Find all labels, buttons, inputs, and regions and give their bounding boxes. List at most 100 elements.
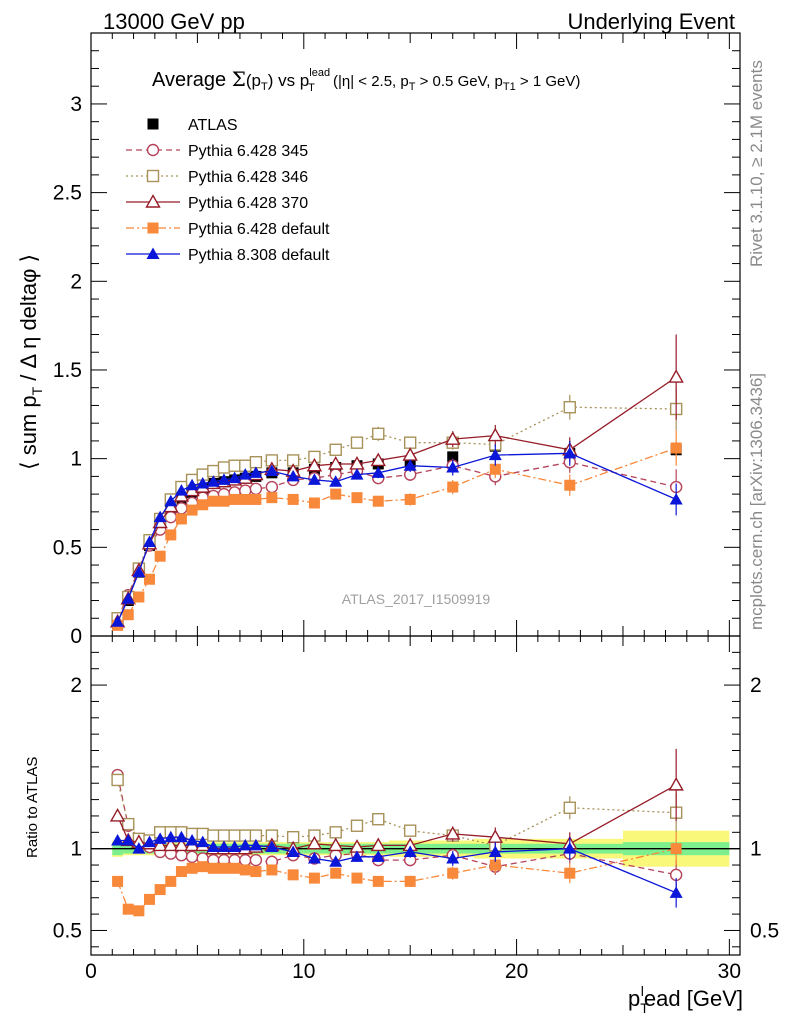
data-point bbox=[111, 833, 125, 846]
data-point bbox=[350, 850, 364, 862]
data-point bbox=[217, 840, 231, 853]
data-point bbox=[165, 875, 177, 887]
data-point bbox=[266, 492, 278, 504]
data-point bbox=[218, 495, 230, 507]
legend: ATLAS Pythia 6.428 345 Pythia 6.428 346 Pyt… bbox=[126, 117, 330, 264]
legend-label: Pythia 8.308 default bbox=[188, 247, 330, 264]
data-point bbox=[154, 550, 166, 562]
watermark: ATLAS_2017_I1509919 bbox=[342, 591, 491, 607]
data-point bbox=[670, 843, 682, 855]
series-p6def bbox=[112, 430, 682, 631]
data-point bbox=[488, 448, 502, 461]
data-point bbox=[217, 461, 231, 474]
data-point bbox=[370, 452, 386, 467]
data-point bbox=[143, 535, 157, 548]
data-point bbox=[329, 826, 342, 839]
data-point bbox=[668, 776, 684, 791]
data-point bbox=[186, 862, 198, 874]
data-point bbox=[668, 369, 684, 383]
legend-entry-ATLAS: ATLAS bbox=[147, 117, 238, 134]
data-point bbox=[175, 866, 187, 878]
y-tick-label: 1.5 bbox=[53, 359, 82, 382]
data-point bbox=[186, 504, 198, 516]
data-point bbox=[133, 591, 145, 603]
data-point bbox=[265, 480, 279, 494]
legend-label: Pythia 6.428 370 bbox=[188, 195, 308, 212]
legend-label: Pythia 6.428 default bbox=[188, 221, 330, 238]
data-point bbox=[175, 849, 188, 862]
data-point bbox=[112, 875, 124, 887]
data-point bbox=[670, 442, 682, 454]
data-point bbox=[350, 468, 364, 480]
data-point bbox=[669, 886, 683, 898]
ratio-panel-series bbox=[109, 748, 684, 917]
legend-marker bbox=[147, 118, 159, 130]
data-point bbox=[122, 609, 134, 621]
x-tick-label: 30 bbox=[718, 960, 741, 983]
x-tick-label: 20 bbox=[505, 960, 528, 983]
header-right: Underlying Event bbox=[567, 9, 735, 34]
legend-entry-p8def: Pythia 8.308 default bbox=[126, 247, 330, 264]
data-point bbox=[185, 850, 199, 864]
data-point bbox=[403, 824, 417, 837]
data-point bbox=[308, 872, 320, 884]
data-point bbox=[207, 495, 219, 507]
header-left: 13000 GeV pp bbox=[103, 9, 245, 34]
y-tick-label: 2 bbox=[70, 270, 82, 293]
data-point bbox=[238, 468, 252, 480]
data-point bbox=[122, 903, 134, 915]
data-point bbox=[250, 493, 262, 505]
data-point bbox=[446, 851, 460, 864]
y-tick-label: 0 bbox=[70, 625, 82, 648]
data-point bbox=[265, 464, 279, 477]
data-point bbox=[350, 436, 364, 449]
data-point bbox=[404, 493, 416, 505]
data-point bbox=[351, 492, 363, 504]
legend-entry-p345: Pythia 6.428 345 bbox=[126, 143, 308, 160]
data-point bbox=[239, 853, 252, 867]
data-point bbox=[144, 573, 156, 585]
data-point bbox=[238, 838, 252, 851]
legend-marker bbox=[147, 222, 159, 234]
data-point bbox=[228, 840, 242, 853]
data-point bbox=[372, 495, 384, 507]
data-point bbox=[153, 510, 167, 523]
data-point bbox=[228, 459, 241, 472]
legend-label: Pythia 6.428 346 bbox=[188, 169, 308, 186]
data-point bbox=[404, 875, 416, 887]
data-point bbox=[372, 813, 385, 826]
data-point bbox=[328, 837, 344, 852]
y-tick-label: 2.5 bbox=[53, 182, 82, 205]
data-point bbox=[132, 565, 146, 578]
series-line-p346 bbox=[117, 406, 677, 619]
x-tick-label: 0 bbox=[85, 960, 97, 983]
data-point bbox=[249, 482, 263, 495]
series-p8def bbox=[111, 830, 683, 908]
data-point bbox=[175, 513, 187, 525]
data-point bbox=[207, 829, 220, 842]
data-point bbox=[372, 427, 385, 441]
data-point bbox=[329, 855, 343, 867]
y-tick-label-right: 2 bbox=[750, 674, 762, 697]
data-point bbox=[249, 466, 263, 478]
data-point bbox=[563, 401, 576, 414]
series-p8def bbox=[111, 440, 683, 627]
data-point bbox=[287, 869, 299, 881]
legend-entry-p370: Pythia 6.428 370 bbox=[126, 194, 308, 212]
data-point bbox=[173, 837, 190, 852]
chart-title: Average Σ(pT) vs plead T (|η| < 2.5, pT >… bbox=[152, 67, 580, 94]
data-point bbox=[229, 493, 241, 505]
y-tick-label: 1 bbox=[70, 838, 82, 861]
data-point bbox=[287, 493, 299, 505]
legend-label: ATLAS bbox=[188, 117, 238, 134]
data-point bbox=[446, 461, 460, 473]
y-tick-label: 3 bbox=[70, 93, 82, 116]
data-point bbox=[403, 436, 417, 449]
data-point bbox=[163, 837, 179, 852]
data-point bbox=[229, 862, 241, 874]
data-point bbox=[196, 835, 210, 848]
data-point bbox=[350, 819, 364, 832]
data-point bbox=[144, 893, 156, 905]
data-point bbox=[152, 837, 168, 852]
